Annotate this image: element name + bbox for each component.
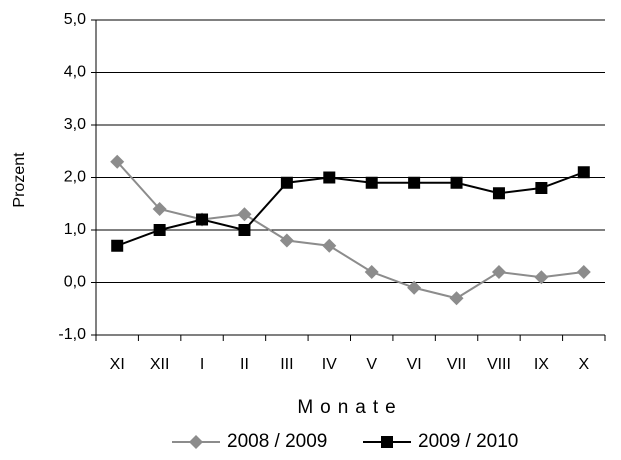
y-axis-label: Prozent [11, 152, 28, 208]
x-tick-label: VIII [487, 356, 511, 373]
point [449, 291, 464, 306]
x-tick-label: IX [534, 356, 549, 373]
point [491, 265, 506, 279]
point [407, 280, 422, 295]
y-tick-label: 5,0 [64, 11, 86, 28]
point [364, 265, 379, 279]
x-tick-label: XII [150, 356, 170, 373]
x-tick-label: II [240, 356, 249, 373]
point [576, 265, 591, 279]
point [280, 176, 293, 189]
point [450, 176, 463, 189]
point [152, 202, 167, 216]
x-tick-label: IV [322, 356, 337, 373]
y-tick-label: 0,0 [64, 274, 86, 291]
legend-marker [189, 435, 203, 449]
point [153, 224, 166, 236]
x-tick-label: V [366, 356, 377, 373]
point [110, 154, 125, 169]
series-line [116, 161, 584, 300]
point [534, 270, 549, 285]
point [492, 187, 505, 200]
x-tick-label: VI [407, 356, 422, 373]
point [365, 176, 378, 189]
point [238, 224, 251, 236]
y-tick-label: 2,0 [64, 169, 86, 186]
y-tick-label: 3,0 [64, 116, 86, 133]
x-tick-label: XI [110, 356, 125, 373]
point [279, 233, 294, 248]
legend-marker [381, 436, 393, 448]
y-tick-label: 4,0 [64, 64, 86, 81]
point [323, 171, 336, 184]
point [237, 207, 252, 222]
x-tick-label: I [200, 356, 204, 373]
series-line [116, 171, 585, 247]
point [577, 166, 590, 179]
point [535, 182, 548, 194]
x-tick-label: X [578, 356, 589, 373]
point [111, 239, 124, 252]
legend-label: 2009 / 2010 [418, 431, 518, 452]
point [408, 176, 421, 189]
point [196, 213, 209, 226]
y-tick-label: 1,0 [64, 221, 86, 238]
x-axis-label: Monate [297, 397, 402, 418]
y-tick-label: -1,0 [58, 326, 86, 343]
x-tick-label: III [280, 356, 293, 373]
x-tick-label: VII [447, 356, 467, 373]
point [322, 238, 337, 253]
legend-label: 2008 / 2009 [227, 431, 327, 452]
